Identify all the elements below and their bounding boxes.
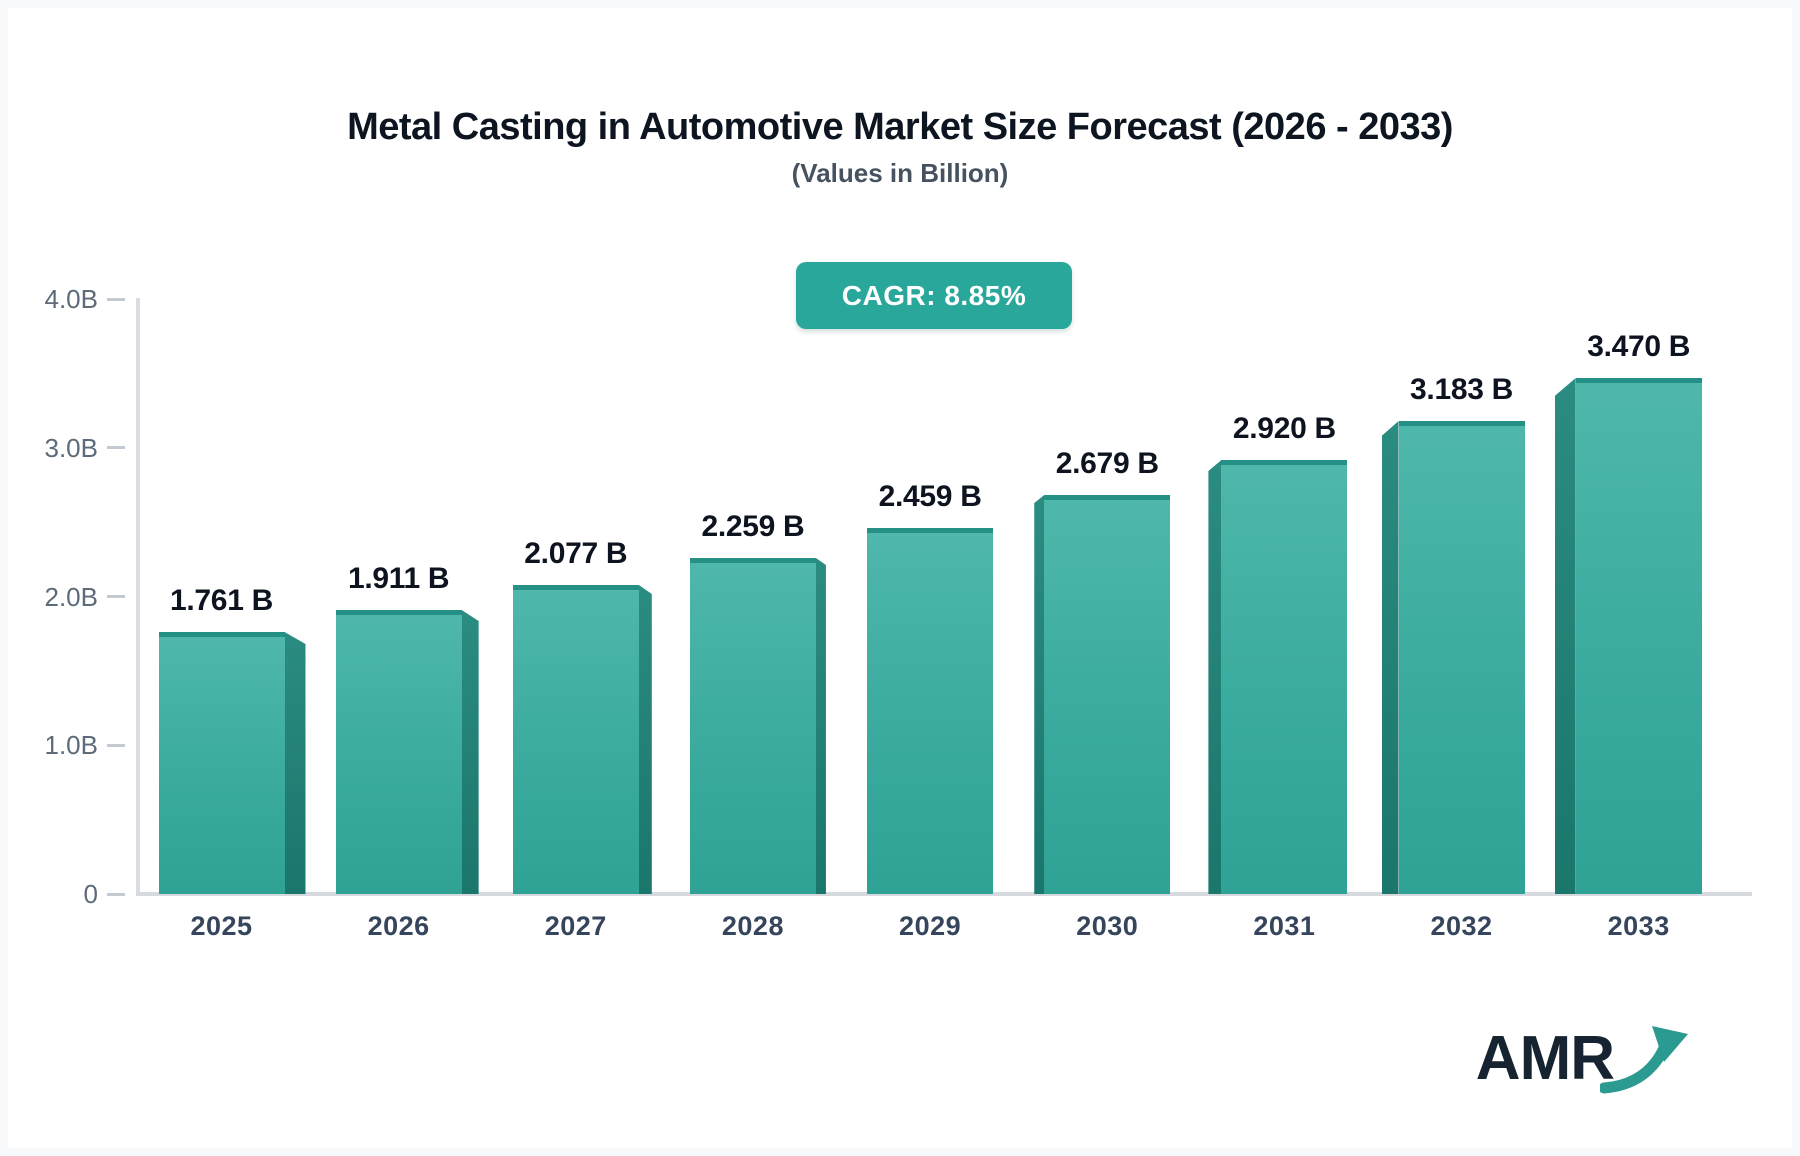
bar-2026 <box>335 610 462 894</box>
y-axis-tick-label: 4.0B <box>44 284 99 314</box>
bar-3d-side <box>1208 460 1222 894</box>
chart-card: Metal Casting in Automotive Market Size … <box>8 8 1792 1148</box>
y-axis-tick-label: 0 <box>83 879 98 909</box>
bar-value-label: 2.259 B <box>701 510 805 543</box>
cagr-badge-label: CAGR: 8.85% <box>841 279 1027 311</box>
bar-3d-side <box>815 558 826 894</box>
bar-value-label: 2.077 B <box>524 537 628 570</box>
y-axis-tick <box>107 446 125 450</box>
bar-3d-side <box>1381 421 1399 894</box>
bar-3d-side <box>461 610 479 894</box>
bar-value-label: 2.920 B <box>1232 412 1336 445</box>
bar-2027 <box>512 585 639 894</box>
bar-2029 <box>867 528 994 894</box>
bar-value-label: 1.911 B <box>347 562 450 595</box>
y-axis-tick-label: 1.0B <box>44 730 99 761</box>
y-axis-tick <box>107 595 125 598</box>
bar-2028 <box>689 558 816 894</box>
x-axis-label: 2031 <box>1253 911 1316 941</box>
cagr-badge: CAGR: 8.85% <box>796 262 1072 329</box>
bar-2031 <box>1221 460 1348 894</box>
bar-3d-side <box>638 585 652 894</box>
bar-3d-side <box>1034 495 1045 894</box>
x-axis-line <box>136 892 1752 896</box>
bar-value-label: 2.679 B <box>1055 447 1159 480</box>
y-axis-tick <box>107 892 125 896</box>
x-axis-label: 2033 <box>1607 911 1670 941</box>
bar-value-label: 1.761 B <box>170 584 273 617</box>
x-axis-label: 2026 <box>367 911 430 941</box>
bar-2030 <box>1044 495 1171 894</box>
bar-3d-side <box>284 632 306 894</box>
bar-3d-side <box>1554 378 1576 894</box>
chart-title: Metal Casting in Automotive Market Size … <box>347 106 1453 148</box>
growth-arrow-icon <box>1600 1026 1688 1094</box>
chart-subtitle: (Values in Billion) <box>791 158 1009 188</box>
x-axis-label: 2027 <box>544 911 607 941</box>
bar-value-label: 3.470 B <box>1587 330 1691 363</box>
x-axis-label: 2029 <box>899 911 962 941</box>
bar-value-label: 3.183 B <box>1410 373 1514 406</box>
x-axis-label: 2028 <box>721 911 784 941</box>
y-axis-tick <box>107 743 125 747</box>
bar-2032 <box>1398 421 1525 894</box>
bar-2033 <box>1575 378 1702 894</box>
y-axis-tick-label: 3.0B <box>44 432 99 463</box>
bar-2025 <box>158 632 285 894</box>
y-axis-tick <box>107 297 125 301</box>
x-axis-label: 2025 <box>190 911 253 941</box>
bar-value-label: 2.459 B <box>878 480 982 513</box>
x-axis-label: 2032 <box>1430 911 1493 941</box>
brand-logo-text: AMR <box>1475 1024 1615 1093</box>
x-axis-label: 2030 <box>1076 911 1139 941</box>
brand-logo: AMR <box>1476 1020 1692 1098</box>
y-axis-line <box>136 298 140 896</box>
y-axis-tick-label: 2.0B <box>44 581 99 612</box>
chart-area: 0 1.0B 2.0B 3.0B 4.0B 1.761 B 2025 1.911 B 2026 2… <box>8 8 1792 1148</box>
